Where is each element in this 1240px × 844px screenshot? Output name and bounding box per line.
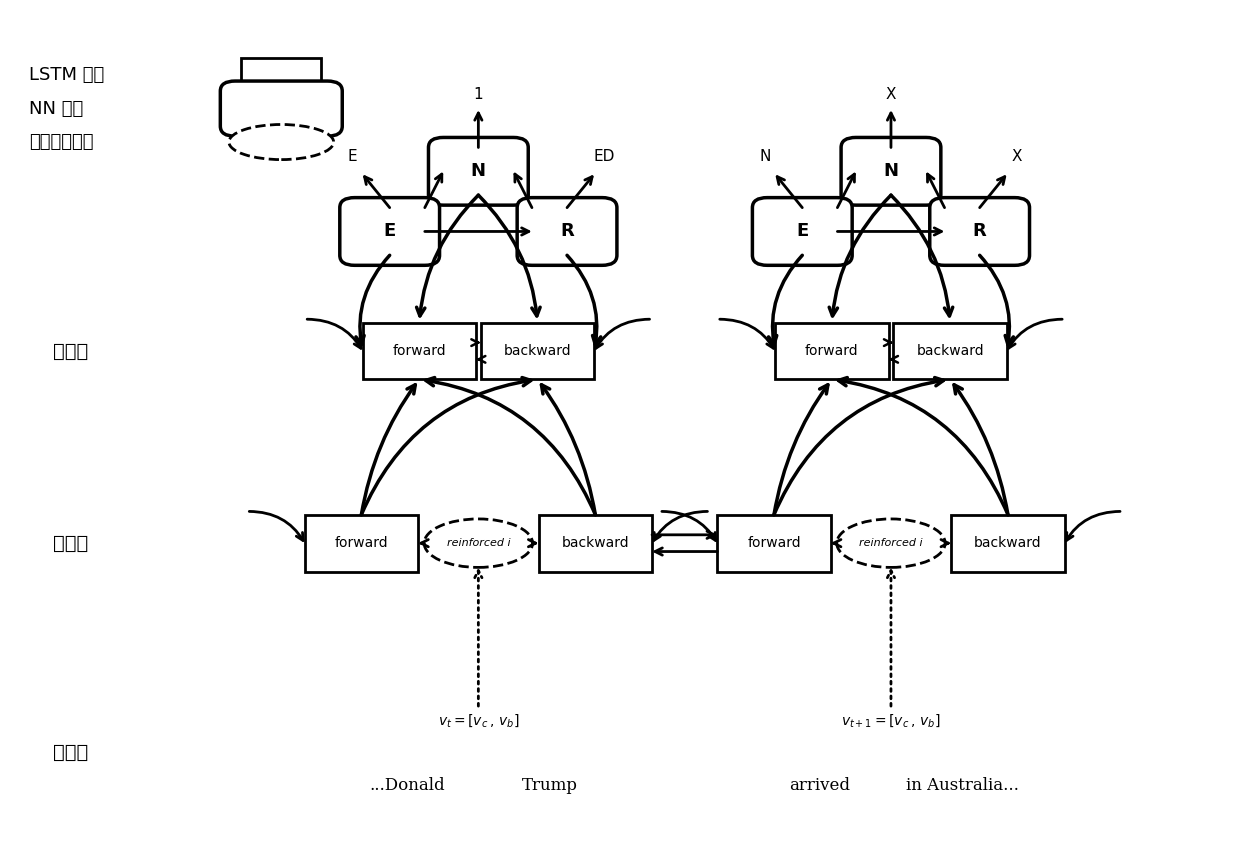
Text: in Australia...: in Australia... — [906, 777, 1019, 794]
Text: N: N — [760, 149, 771, 165]
Text: X: X — [1012, 149, 1022, 165]
FancyBboxPatch shape — [221, 81, 342, 136]
Ellipse shape — [837, 519, 945, 567]
FancyBboxPatch shape — [305, 515, 418, 571]
FancyBboxPatch shape — [717, 515, 831, 571]
Text: E: E — [348, 149, 357, 165]
Text: N: N — [883, 162, 899, 181]
Ellipse shape — [424, 519, 532, 567]
Text: ED: ED — [593, 149, 615, 165]
Text: $v_t=[v_c\,,\,v_b]$: $v_t=[v_c\,,\,v_b]$ — [438, 712, 520, 728]
FancyBboxPatch shape — [753, 197, 852, 265]
FancyBboxPatch shape — [340, 197, 439, 265]
Text: arrived: arrived — [789, 777, 851, 794]
FancyBboxPatch shape — [930, 197, 1029, 265]
Text: backward: backward — [916, 344, 983, 358]
Text: forward: forward — [335, 536, 388, 550]
FancyBboxPatch shape — [894, 322, 1007, 380]
Text: ...Donald: ...Donald — [370, 777, 445, 794]
Text: backward: backward — [562, 536, 629, 550]
Text: R: R — [560, 223, 574, 241]
Text: backward: backward — [975, 536, 1042, 550]
Text: forward: forward — [392, 344, 446, 358]
FancyBboxPatch shape — [841, 138, 941, 205]
Ellipse shape — [229, 125, 334, 160]
FancyBboxPatch shape — [775, 322, 889, 380]
Text: 编码层: 编码层 — [53, 533, 89, 553]
Text: LSTM 单元: LSTM 单元 — [29, 66, 104, 84]
FancyBboxPatch shape — [481, 322, 594, 380]
Text: reinforced i: reinforced i — [859, 538, 923, 548]
Text: forward: forward — [805, 344, 858, 358]
Text: N: N — [471, 162, 486, 181]
FancyBboxPatch shape — [517, 197, 618, 265]
FancyBboxPatch shape — [538, 515, 652, 571]
FancyBboxPatch shape — [362, 322, 476, 380]
FancyBboxPatch shape — [242, 57, 321, 93]
Text: 1: 1 — [474, 87, 484, 101]
Text: 解码层: 解码层 — [53, 342, 89, 360]
Text: reinforced i: reinforced i — [446, 538, 510, 548]
Text: R: R — [972, 223, 987, 241]
Text: forward: forward — [748, 536, 801, 550]
FancyBboxPatch shape — [951, 515, 1065, 571]
FancyBboxPatch shape — [429, 138, 528, 205]
Text: 输入层: 输入层 — [53, 743, 89, 761]
Text: backward: backward — [503, 344, 572, 358]
Text: Trump: Trump — [522, 777, 578, 794]
Text: E: E — [796, 223, 808, 241]
Text: E: E — [383, 223, 396, 241]
Text: $v_{t+1}=[v_c\,,\,v_b]$: $v_{t+1}=[v_c\,,\,v_b]$ — [841, 712, 941, 728]
Text: 输入增强组件: 输入增强组件 — [29, 133, 93, 151]
Text: NN 细胞: NN 细胞 — [29, 100, 83, 117]
Text: X: X — [885, 87, 897, 101]
